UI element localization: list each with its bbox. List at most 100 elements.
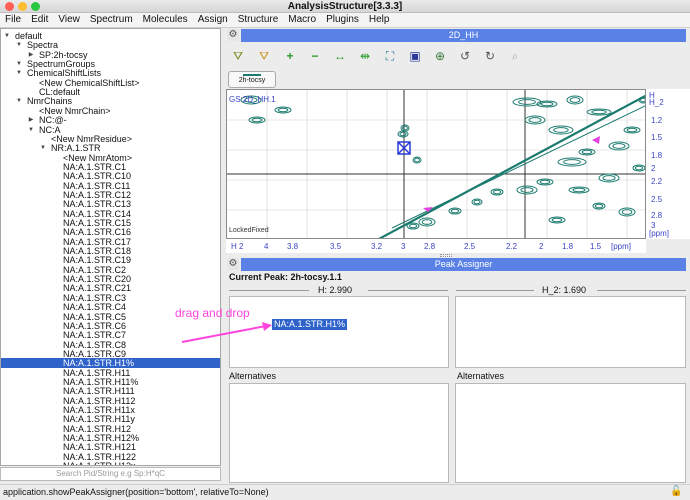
tree-item[interactable]: <New NmrChain> [1,106,220,116]
tree-item[interactable]: NA:A.1.STR.C18 [1,246,220,256]
menu-assign[interactable]: Assign [197,14,228,25]
tree-item[interactable]: NA:A.1.STR.C15 [1,218,220,228]
tree-item[interactable]: NA:A.1.STR.C2 [1,265,220,275]
tree-item[interactable]: NA:A.1.STR.C13 [1,199,220,209]
tree-item[interactable]: NA:A.1.STR.C5 [1,312,220,322]
alternatives-list-h[interactable] [229,383,449,483]
menu-help[interactable]: Help [368,14,390,25]
contour-peak [553,127,569,133]
tree-item[interactable]: NA:A.1.STR.H12% [1,433,220,443]
close-window-button[interactable] [5,2,14,11]
vertical-trace-icon[interactable]: ⇹ [359,49,371,63]
project-tree[interactable]: ▼ default ▼ Spectra ▶ SP:2h-tocsy ▼ SpectrumGro… [0,28,221,466]
spectrum-plot[interactable]: GS:2D_HH.1 LockedFixed [226,89,646,239]
tree-item-label: NA:A.1.STR.C16 [63,227,132,238]
tree-item[interactable]: NA:A.1.STR.H11 [1,368,220,378]
strip-tab-button[interactable]: 2h-tocsy [228,71,276,88]
horizontal-trace-icon[interactable]: ↔ [334,49,346,63]
y-tick: H_2 [649,98,664,107]
remove-contour-level-icon[interactable]: − [311,49,319,63]
expand-arrow-icon[interactable]: ▼ [16,98,22,105]
x-tick: 2.8 [424,242,436,251]
tree-item[interactable]: NA:A.1.STR.C21 [1,283,220,293]
lock-icon[interactable]: 🔓 [670,486,683,497]
expand-arrow-icon[interactable]: ▼ [16,61,22,68]
menu-file[interactable]: File [5,14,22,25]
tree-item[interactable]: NA:A.1.STR.H111 [1,386,220,396]
menu-spectrum[interactable]: Spectrum [89,14,133,25]
tree-item[interactable]: CL:default [1,87,220,97]
tree-item[interactable]: NA:A.1.STR.H112 [1,396,220,406]
tree-item[interactable]: <New ChemicalShiftList> [1,78,220,88]
gear-icon[interactable]: ⚙ [227,258,239,270]
tree-item[interactable]: ▼ NmrChains [1,96,220,106]
undo-icon[interactable]: ↺ [459,49,471,63]
tree-item[interactable]: NA:A.1.STR.H11x [1,405,220,415]
tree-item[interactable]: <New NmrAtom> [1,153,220,163]
menu-plugins[interactable]: Plugins [326,14,359,25]
save-icon[interactable]: ▣ [409,49,421,63]
tree-item[interactable]: ▼ NR:A.1.STR [1,143,220,153]
gear-icon[interactable]: ⚙ [227,29,239,41]
tree-item[interactable]: NA:A.1.STR.C3 [1,293,220,303]
tree-item[interactable]: NA:A.1.STR.C17 [1,237,220,247]
tree-item[interactable]: NA:A.1.STR.C10 [1,171,220,181]
assignment-list-h2[interactable] [455,296,686,368]
tree-item[interactable]: ▶ NC:@- [1,115,220,125]
menu-macro[interactable]: Macro [288,14,317,25]
splitter-handle[interactable] [440,254,452,257]
tree-item[interactable]: ▼ default [1,31,220,41]
tree-item[interactable]: NA:A.1.STR.C6 [1,321,220,331]
tree-item[interactable]: NA:A.1.STR.C11 [1,181,220,191]
add-contour-level-icon[interactable]: + [286,49,294,63]
dragged-nmr-atom[interactable]: NA:A.1.STR.H1% [272,319,348,330]
tree-item[interactable]: ▼ NC:A [1,125,220,135]
tree-item[interactable]: NA:A.1.STR.C20 [1,274,220,284]
tree-item[interactable]: <New NmrResidue> [1,134,220,144]
tree-item[interactable]: NA:A.1.STR.C14 [1,209,220,219]
tree-item[interactable]: ▼ SpectrumGroups [1,59,220,69]
tree-item[interactable]: ▼ Spectra [1,40,220,50]
tree-item-label: NA:A.1.STR.C3 [63,292,127,303]
tree-search-input[interactable]: Search Pid/String e.g Sp:H*qC [0,467,221,481]
expand-arrow-icon[interactable]: ▼ [28,126,34,133]
contour-up-icon[interactable]: ⛛ [232,49,244,63]
tree-item[interactable]: NA:A.1.STR.C8 [1,340,220,350]
menu-structure[interactable]: Structure [237,14,279,25]
expand-arrow-icon[interactable]: ▼ [16,70,22,77]
tree-item[interactable]: NA:A.1.STR.H122 [1,452,220,462]
search-icon[interactable]: ⌕ [511,49,519,63]
menu-view[interactable]: View [58,14,80,25]
menu-molecules[interactable]: Molecules [142,14,188,25]
tree-item[interactable]: NA:A.1.STR.H1% [1,358,220,369]
expand-arrow-icon[interactable]: ▼ [4,33,10,39]
tree-item[interactable]: NA:A.1.STR.C19 [1,255,220,265]
tree-item[interactable]: NA:A.1.STR.C9 [1,349,220,359]
contour-down-icon[interactable]: ⛛ [258,49,270,63]
tree-item[interactable]: NA:A.1.STR.H11% [1,377,220,387]
tree-item[interactable]: NA:A.1.STR.C12 [1,190,220,200]
tree-item[interactable]: NA:A.1.STR.H12x [1,461,220,465]
expand-arrow-icon[interactable]: ▼ [40,145,46,152]
collapse-arrow-icon[interactable]: ▶ [28,117,34,124]
zoom-full-icon[interactable]: ⛶ [385,49,395,63]
tree-item[interactable]: NA:A.1.STR.H11y [1,414,220,424]
menu-edit[interactable]: Edit [31,14,49,25]
zoom-in-icon[interactable]: ⊕ [434,49,446,63]
tree-item[interactable]: ▼ ChemicalShiftLists [1,68,220,78]
tree-item[interactable]: NA:A.1.STR.C4 [1,302,220,312]
alternatives-list-h2[interactable] [455,383,686,483]
collapse-arrow-icon[interactable]: ▶ [28,51,34,58]
tree-item[interactable]: NA:A.1.STR.H121 [1,442,220,452]
tree-item[interactable]: NA:A.1.STR.C1 [1,162,220,172]
assignment-list-h[interactable]: NA:A.1.STR.H1% [229,296,449,368]
tree-item[interactable]: NA:A.1.STR.C16 [1,227,220,237]
expand-arrow-icon[interactable]: ▼ [16,42,22,49]
tree-item[interactable]: NA:A.1.STR.H12 [1,424,220,434]
minimize-window-button[interactable] [18,2,27,11]
redo-icon[interactable]: ↻ [484,49,496,63]
tree-item-label: NA:A.1.STR.H11y [63,414,135,425]
tree-item[interactable]: NA:A.1.STR.C7 [1,330,220,340]
zoom-window-button[interactable] [31,2,40,11]
tree-item[interactable]: ▶ SP:2h-tocsy [1,50,220,60]
